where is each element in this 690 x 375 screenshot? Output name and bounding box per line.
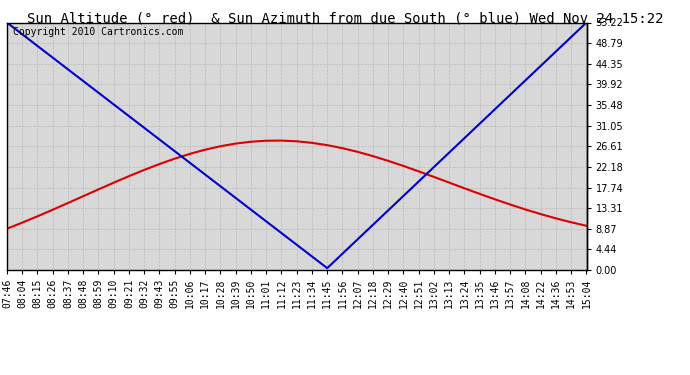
Text: Copyright 2010 Cartronics.com: Copyright 2010 Cartronics.com	[12, 27, 183, 38]
Text: Sun Altitude (° red)  & Sun Azimuth from due South (° blue) Wed Nov 24 15:22: Sun Altitude (° red) & Sun Azimuth from …	[27, 11, 663, 25]
